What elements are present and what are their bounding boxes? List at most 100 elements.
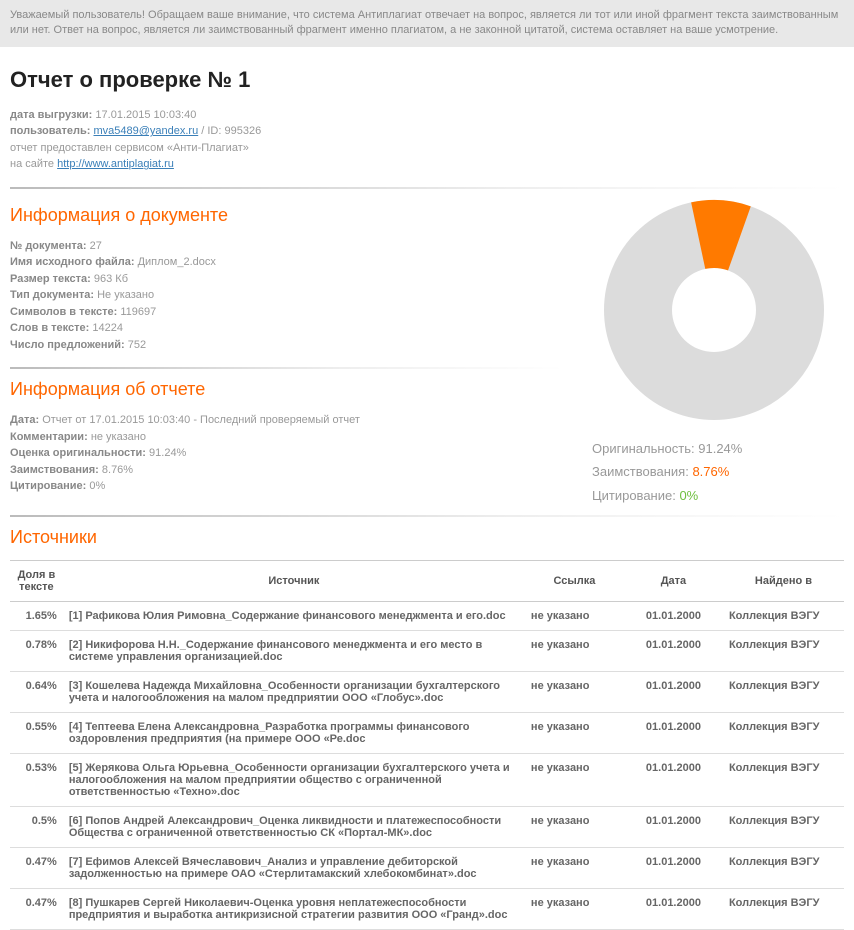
doc-fname-label: Имя исходного файла: (10, 256, 135, 268)
cell-link: не указано (525, 671, 624, 712)
donut-chart (599, 195, 829, 425)
doc-num: 27 (90, 240, 102, 252)
report-borrow-label: Заимствования: (10, 464, 99, 476)
legend-cite-val: 0% (679, 488, 698, 503)
export-date-label: дата выгрузки: (10, 109, 92, 121)
cell-pct: 0.53% (10, 753, 63, 806)
report-comments-label: Комментарии: (10, 431, 88, 443)
doc-chars-label: Символов в тексте: (10, 306, 117, 318)
table-row: 0.5%[6] Попов Андрей Александрович_Оценк… (10, 806, 844, 847)
cell-link: не указано (525, 601, 624, 630)
cell-date: 01.01.2000 (624, 888, 723, 929)
site-prefix: на сайте (10, 158, 54, 170)
cell-date: 01.01.2000 (624, 753, 723, 806)
cell-pct: 0.64% (10, 671, 63, 712)
divider (10, 187, 844, 189)
cell-pct: 0.78% (10, 630, 63, 671)
table-row: 0.78%[2] Никифорова Н.Н._Содержание фина… (10, 630, 844, 671)
cell-date: 01.01.2000 (624, 847, 723, 888)
service-line: отчет предоставлен сервисом «Анти-Плагиа… (10, 142, 249, 154)
legend-borrow-label: Заимствования: (592, 464, 689, 479)
col-pct: Доля в тексте (10, 560, 63, 601)
table-row: 0.64%[3] Кошелева Надежда Михайловна_Осо… (10, 671, 844, 712)
doc-type-label: Тип документа: (10, 289, 94, 301)
report-cite: 0% (89, 480, 105, 492)
cell-found: Коллекция ВЭГУ (723, 630, 844, 671)
doc-fname: Диплом_2.docx (138, 256, 216, 268)
doc-info: № документа: 27 Имя исходного файла: Дип… (10, 238, 564, 354)
report-orig-label: Оценка оригинальности: (10, 447, 146, 459)
cell-date: 01.01.2000 (624, 601, 723, 630)
doc-section-title: Информация о документе (10, 205, 564, 226)
cell-pct: 0.55% (10, 712, 63, 753)
page-title: Отчет о проверке № 1 (10, 67, 844, 93)
doc-chars: 119697 (120, 306, 156, 318)
cell-link: не указано (525, 806, 624, 847)
cell-found: Коллекция ВЭГУ (723, 712, 844, 753)
report-info: Дата: Отчет от 17.01.2015 10:03:40 - Пос… (10, 412, 564, 495)
cell-link: не указано (525, 753, 624, 806)
doc-size-label: Размер текста: (10, 273, 91, 285)
user-label: пользователь: (10, 125, 90, 137)
cell-src: [3] Кошелева Надежда Михайловна_Особенно… (63, 671, 525, 712)
cell-src: [4] Тептеева Елена Александровна_Разрабо… (63, 712, 525, 753)
sources-title: Источники (10, 527, 844, 548)
cell-date: 01.01.2000 (624, 630, 723, 671)
doc-size: 963 Кб (94, 273, 128, 285)
col-date: Дата (624, 560, 723, 601)
cell-date: 01.01.2000 (624, 712, 723, 753)
cell-src: [7] Ефимов Алексей Вячеславович_Анализ и… (63, 847, 525, 888)
table-row: 0.47%[8] Пушкарев Сергей Николаевич-Оцен… (10, 888, 844, 929)
export-meta: дата выгрузки: 17.01.2015 10:03:40 польз… (10, 107, 844, 173)
cell-found: Коллекция ВЭГУ (723, 753, 844, 806)
cell-src: [6] Попов Андрей Александрович_Оценка ли… (63, 806, 525, 847)
report-comments: не указано (91, 431, 146, 443)
cell-pct: 1.65% (10, 601, 63, 630)
doc-words-label: Слов в тексте: (10, 322, 89, 334)
table-header-row: Доля в тексте Источник Ссылка Дата Найде… (10, 560, 844, 601)
report-date-label: Дата: (10, 414, 39, 426)
site-link[interactable]: http://www.antiplagiat.ru (57, 158, 174, 170)
cell-pct: 0.47% (10, 847, 63, 888)
col-found: Найдено в (723, 560, 844, 601)
cell-link: не указано (525, 712, 624, 753)
doc-words: 14224 (92, 322, 123, 334)
divider (10, 367, 564, 369)
doc-type: Не указано (97, 289, 154, 301)
cell-src: [8] Пушкарев Сергей Николаевич-Оценка ур… (63, 888, 525, 929)
cell-date: 01.01.2000 (624, 806, 723, 847)
table-row: 0.55%[4] Тептеева Елена Александровна_Ра… (10, 712, 844, 753)
legend-borrow-val: 8.76% (692, 464, 729, 479)
table-row: 0.53%[5] Жерякова Ольга Юрьевна_Особенно… (10, 753, 844, 806)
legend-orig-label: Оригинальность: (592, 441, 695, 456)
doc-sent: 752 (128, 339, 146, 351)
cell-src: [2] Никифорова Н.Н._Содержание финансово… (63, 630, 525, 671)
divider (10, 515, 844, 517)
table-row: 0.47%[7] Ефимов Алексей Вячеславович_Ана… (10, 847, 844, 888)
chart-legend: Оригинальность: 91.24% Заимствования: 8.… (584, 437, 844, 507)
user-email-link[interactable]: mva5489@yandex.ru (93, 125, 198, 137)
cell-src: [1] Рафикова Юлия Римовна_Содержание фин… (63, 601, 525, 630)
table-row: 1.65%[1] Рафикова Юлия Римовна_Содержани… (10, 601, 844, 630)
col-link: Ссылка (525, 560, 624, 601)
cell-src: [5] Жерякова Ольга Юрьевна_Особенности о… (63, 753, 525, 806)
cell-found: Коллекция ВЭГУ (723, 806, 844, 847)
sources-table: Доля в тексте Источник Ссылка Дата Найде… (10, 560, 844, 930)
legend-orig-val: 91.24% (698, 441, 742, 456)
report-section-title: Информация об отчете (10, 379, 564, 400)
cell-found: Коллекция ВЭГУ (723, 671, 844, 712)
export-date: 17.01.2015 10:03:40 (95, 109, 196, 121)
cell-pct: 0.5% (10, 806, 63, 847)
cell-found: Коллекция ВЭГУ (723, 847, 844, 888)
cell-link: не указано (525, 888, 624, 929)
doc-num-label: № документа: (10, 240, 87, 252)
user-id-label: / ID: (201, 125, 221, 137)
doc-sent-label: Число предложений: (10, 339, 125, 351)
report-date: Отчет от 17.01.2015 10:03:40 - Последний… (42, 414, 360, 426)
notice-banner: Уважаемый пользователь! Обращаем ваше вн… (0, 0, 854, 47)
user-id: 995326 (225, 125, 262, 137)
cell-link: не указано (525, 630, 624, 671)
cell-found: Коллекция ВЭГУ (723, 888, 844, 929)
report-orig: 91.24% (149, 447, 186, 459)
legend-cite-label: Цитирование: (592, 488, 676, 503)
